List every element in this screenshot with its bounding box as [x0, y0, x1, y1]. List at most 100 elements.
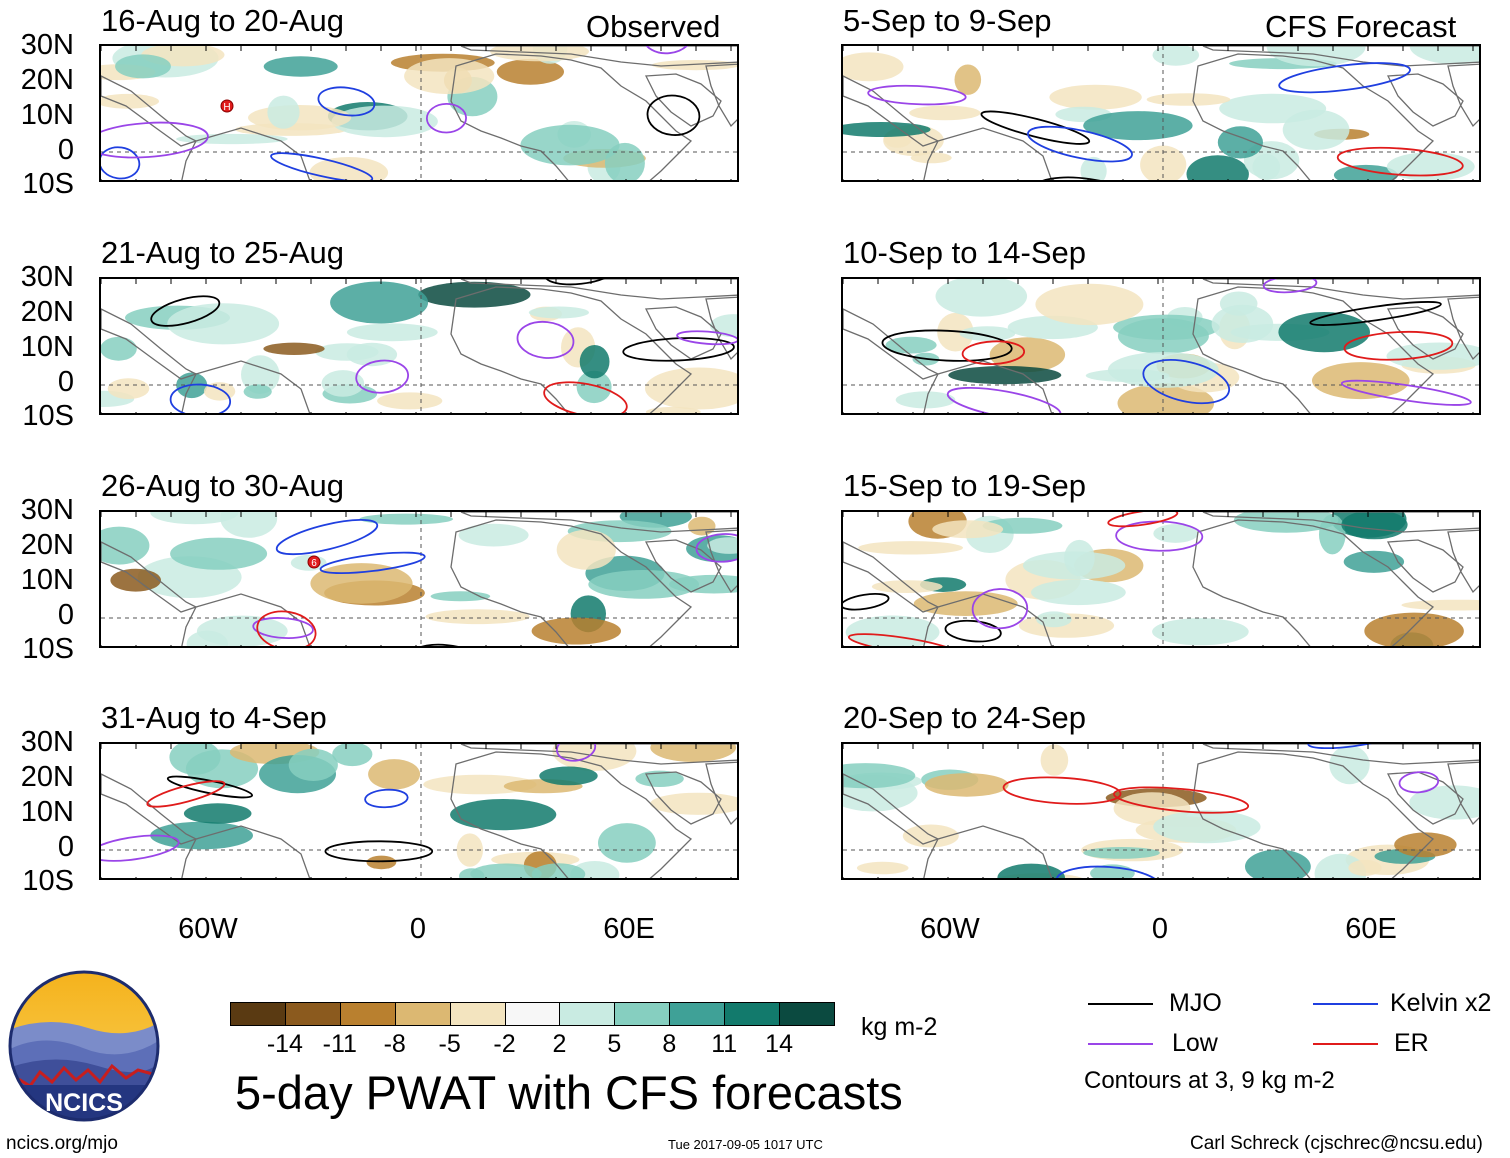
moist-anomaly: [1080, 156, 1107, 180]
map-panel-8: [841, 742, 1481, 880]
colorbar-swatch: [449, 1002, 506, 1026]
colorbar-swatch: [504, 1002, 561, 1026]
moist-anomaly: [1186, 155, 1249, 180]
moist-anomaly: [539, 766, 598, 786]
panel-title-1: 16-Aug to 20-Aug: [101, 3, 345, 38]
moist-anomaly: [1083, 111, 1193, 141]
moist-anomaly: [450, 799, 557, 831]
coastlines: [101, 46, 737, 180]
dry-anomaly: [531, 617, 621, 645]
dry-anomaly: [937, 312, 974, 352]
coastline: [705, 296, 737, 361]
contour-er: [847, 633, 958, 646]
contour-kelvin: [1307, 744, 1398, 750]
contour-kelvin: [101, 146, 141, 180]
moist-anomaly: [948, 366, 1062, 385]
moist-anomaly: [1333, 164, 1398, 180]
moist-anomaly: [1153, 524, 1198, 543]
lon-60e: 60E: [603, 913, 655, 945]
colorbar-tick-label: 8: [662, 1030, 677, 1058]
map-svg: [101, 279, 737, 413]
moist-anomaly: [243, 384, 272, 399]
coastline: [460, 744, 737, 765]
coastline: [181, 127, 311, 180]
lat-10n: 10N: [20, 331, 74, 363]
colorbar-tick-label: 11: [711, 1030, 738, 1058]
coastline: [101, 75, 198, 147]
moist-anomaly: [1152, 618, 1249, 646]
dry-anomaly: [650, 744, 737, 762]
dry-anomaly: [910, 152, 952, 164]
contour-kelvin: [270, 152, 374, 180]
dry-anomaly: [404, 58, 495, 95]
coastline: [1386, 73, 1464, 127]
moist-anomaly: [321, 370, 365, 397]
lat-20n: 20N: [20, 64, 74, 96]
axis-ticks: [101, 279, 732, 413]
pwat-anomaly-field: [101, 281, 737, 413]
contour-low: [252, 617, 314, 639]
contour-low: [1340, 379, 1472, 406]
dry-anomaly: [1348, 859, 1382, 876]
colorbar-tick-label: -2: [493, 1030, 516, 1058]
dry-anomaly: [924, 773, 1009, 797]
footer-credit: Carl Schreck (cjschrec@ncsu.edu): [1190, 1133, 1483, 1154]
dry-anomaly: [843, 52, 904, 82]
map-svg: [843, 46, 1479, 180]
contour-low: [101, 121, 209, 159]
moist-anomaly: [1064, 539, 1095, 577]
dry-anomaly: [1401, 599, 1479, 611]
moist-anomaly: [528, 306, 589, 319]
moist-anomaly: [598, 823, 656, 863]
dry-anomaly: [107, 378, 150, 399]
coastline: [101, 308, 198, 380]
panel-title-5: 26-Aug to 30-Aug: [101, 468, 345, 503]
moist-anomaly: [1036, 611, 1072, 628]
moist-anomaly: [1329, 745, 1370, 785]
moist-anomaly: [885, 336, 937, 354]
coastline: [181, 825, 311, 878]
dry-anomaly: [101, 93, 159, 109]
logo-text: NCICS: [45, 1089, 123, 1117]
moist-anomaly: [1219, 93, 1327, 124]
moist-anomaly: [1245, 849, 1311, 878]
moist-anomaly: [359, 513, 454, 525]
moist-anomaly: [843, 122, 931, 137]
contour-kelvin: [275, 518, 379, 556]
dry-anomaly: [368, 759, 421, 790]
contour-kelvin: [317, 86, 376, 117]
dry-anomaly: [856, 861, 909, 875]
coastline: [181, 360, 311, 413]
contour-kelvin: [319, 551, 426, 575]
moist-anomaly: [710, 314, 737, 338]
legend-line-low: [1088, 1043, 1153, 1045]
contour-er: [256, 610, 317, 646]
contour-low: [556, 744, 597, 762]
contour-low: [641, 46, 694, 55]
axis-ticks: [843, 744, 1474, 878]
moist-anomaly: [1152, 46, 1200, 66]
moist-anomaly: [330, 281, 429, 324]
coastlines: [101, 744, 737, 878]
panel-title-6: 15-Sep to 19-Sep: [843, 468, 1087, 503]
contour-mjo: [646, 94, 701, 136]
observed-label: Observed: [586, 9, 721, 44]
colorbar-swatch: [779, 1002, 835, 1026]
coastline: [1447, 296, 1479, 361]
contour-mjo: [881, 329, 1013, 362]
coastline: [923, 825, 1053, 878]
lat-eq: 0: [57, 831, 74, 863]
moist-anomaly: [959, 326, 1016, 341]
colorbar-tick-label: -11: [322, 1030, 357, 1058]
moist-anomaly: [331, 105, 438, 138]
lat-20n: 20N: [20, 529, 74, 561]
moist-anomaly: [418, 281, 531, 308]
lat-10s: 10S: [22, 168, 74, 200]
moist-anomaly: [1409, 785, 1479, 820]
pwat-anomaly-field: [843, 744, 1479, 878]
coastline: [101, 541, 198, 613]
lat-20n: 20N: [20, 761, 74, 793]
moist-anomaly: [430, 591, 491, 602]
footer-url[interactable]: ncics.org/mjo: [6, 1133, 118, 1154]
colorbar-tick-label: -8: [383, 1030, 406, 1058]
